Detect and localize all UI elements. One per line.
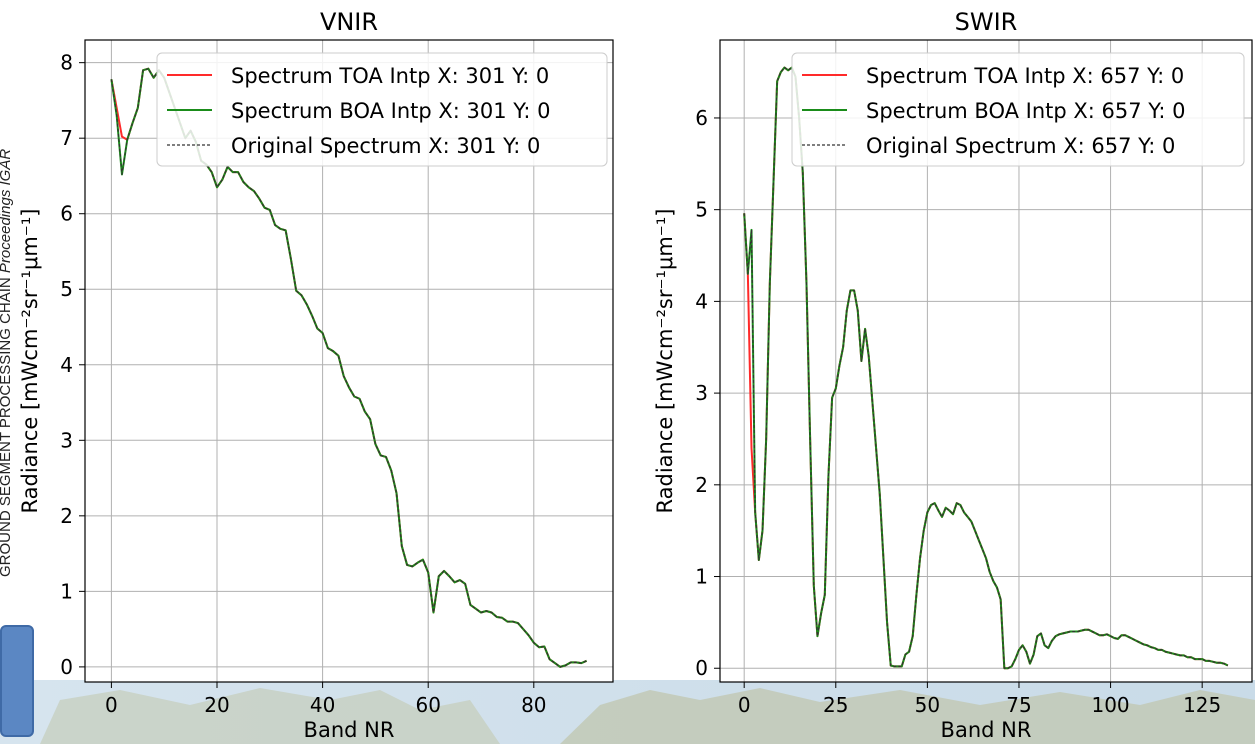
vnir-x-axis-label: Band NR	[304, 718, 395, 742]
vnir-ytick-label: 4	[60, 353, 73, 377]
swir-ytick-label: 2	[695, 473, 708, 497]
swir-xtick-label: 75	[1006, 693, 1031, 717]
vnir-axes-frame	[84, 39, 614, 683]
swir-xtick-label: 50	[915, 693, 940, 717]
vnir-legend-label: Spectrum BOA Intp X: 301 Y: 0	[231, 99, 550, 123]
vnir-y-axis-label: Radiance [mWcm⁻²sr⁻¹μm⁻¹]	[18, 209, 42, 514]
swir-ytick-label: 1	[695, 565, 708, 589]
swir-legend-label: Spectrum BOA Intp X: 657 Y: 0	[866, 99, 1185, 123]
vnir-ytick-label: 7	[60, 126, 73, 150]
swir-xtick-label: 125	[1183, 693, 1221, 717]
swir-ytick-label: 6	[695, 106, 708, 130]
swir-chart-title: SWIR	[955, 8, 1018, 36]
vnir-xtick-label: 80	[521, 693, 546, 717]
vnir-ytick-label: 0	[60, 655, 73, 679]
vnir-ytick-label: 2	[60, 504, 73, 528]
swir-xtick-label: 0	[738, 693, 751, 717]
swir-legend-label: Spectrum TOA Intp X: 657 Y: 0	[866, 64, 1184, 88]
swir-ytick-label: 0	[695, 656, 708, 680]
vnir-ytick-label: 6	[60, 202, 73, 226]
swir-xtick-label: 25	[823, 693, 848, 717]
swir-legend-label: Original Spectrum X: 657 Y: 0	[866, 134, 1175, 158]
swir-series-original-line	[743, 66, 1229, 669]
swir-chart: 0 25 50 75 100 125 0 1 2 3 4 5 6 SWIR Band NR Radiance …	[653, 8, 1253, 742]
vnir-xtick-label: 0	[105, 693, 118, 717]
vnir-legend-box	[156, 52, 608, 167]
swir-ytick-label: 5	[695, 198, 708, 222]
swir-axes-frame	[719, 39, 1253, 683]
vnir-chart: 0 20 40 60 80 0 1 2 3 4 5 6 7 8 VNIR Band NR Radiance [m…	[18, 8, 614, 742]
swir-legend-box	[791, 52, 1245, 167]
swir-xtick-label: 100	[1091, 693, 1129, 717]
vnir-xtick-label: 60	[415, 693, 440, 717]
side-blue-panel	[0, 625, 34, 737]
vnir-legend-label: Spectrum TOA Intp X: 301 Y: 0	[231, 64, 549, 88]
vnir-xtick-label: 40	[310, 693, 335, 717]
swir-ytick-label: 4	[695, 289, 708, 313]
swir-x-axis-label: Band NR	[941, 718, 1032, 742]
vnir-ytick-label: 8	[60, 51, 73, 75]
vnir-chart-title: VNIR	[320, 8, 378, 36]
swir-y-axis-label: Radiance [mWcm⁻²sr⁻¹μm⁻¹]	[653, 209, 677, 514]
swir-ytick-label: 3	[695, 381, 708, 405]
vnir-legend-label: Original Spectrum X: 301 Y: 0	[231, 134, 540, 158]
vnir-ytick-label: 3	[60, 428, 73, 452]
vnir-ytick-label: 5	[60, 277, 73, 301]
vnir-xtick-label: 20	[204, 693, 229, 717]
vnir-ytick-label: 1	[60, 579, 73, 603]
